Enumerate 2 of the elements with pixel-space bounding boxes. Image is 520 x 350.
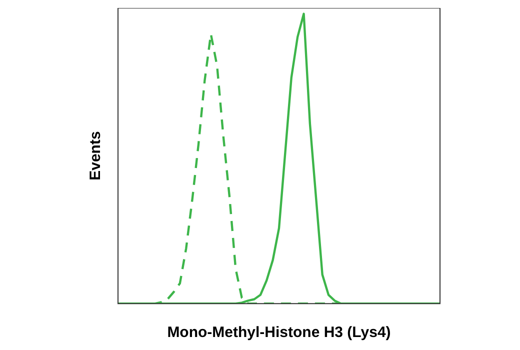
- x-axis-title: Mono-Methyl-Histone H3 (Lys4): [167, 324, 391, 342]
- y-axis-title: Events: [87, 131, 104, 180]
